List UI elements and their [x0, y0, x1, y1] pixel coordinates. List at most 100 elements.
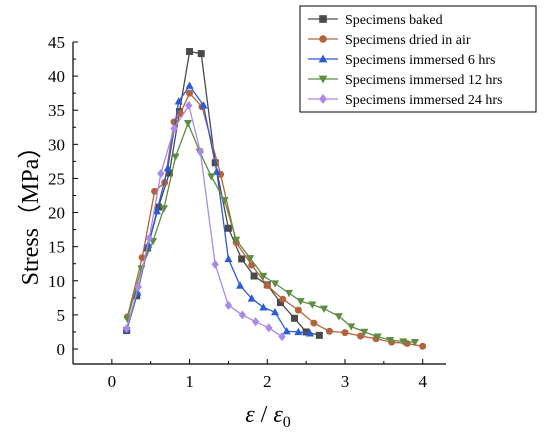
data-point	[247, 294, 256, 302]
data-point	[186, 48, 194, 56]
data-point	[220, 197, 229, 205]
legend: Specimens baked Specimens dried in air Spe…	[299, 5, 537, 113]
data-point	[294, 327, 303, 336]
legend-label: Specimens baked	[345, 13, 443, 28]
data-point	[122, 323, 131, 334]
data-point	[259, 272, 268, 281]
x-tick-label: 2	[263, 372, 272, 391]
data-point	[290, 314, 298, 322]
series-line	[126, 92, 423, 347]
x-axis-title-denominator: ε	[273, 402, 283, 428]
data-point	[259, 303, 268, 311]
data-point	[224, 224, 232, 232]
x-axis-title-numerator: ε	[245, 402, 255, 428]
data-point	[183, 120, 193, 128]
data-point	[145, 233, 153, 244]
y-tick-label: 10	[48, 272, 65, 291]
data-point	[310, 319, 318, 327]
data-point	[325, 327, 333, 335]
data-point	[271, 307, 280, 316]
series-4	[123, 120, 419, 347]
legend-label: Specimens immersed 12 hrs	[345, 73, 502, 88]
legend-entry: Specimens immersed 6 hrs	[308, 53, 495, 68]
data-point	[279, 295, 287, 303]
x-axis-title-separator: /	[255, 402, 274, 428]
data-point	[282, 327, 291, 335]
y-tick-label: 40	[48, 67, 65, 86]
legend-marker	[319, 35, 327, 43]
legend-marker	[319, 15, 327, 23]
x-tick-label: 0	[108, 372, 117, 391]
data-point	[185, 81, 194, 89]
data-point	[186, 89, 194, 97]
legend-marker	[318, 75, 328, 84]
legend-label: Specimens immersed 6 hrs	[345, 53, 495, 68]
data-point	[410, 339, 419, 347]
data-point	[196, 147, 205, 157]
data-point	[238, 310, 247, 320]
data-point	[285, 289, 294, 298]
y-tick-label: 15	[48, 238, 65, 257]
data-point	[134, 282, 142, 292]
series-line	[125, 103, 283, 338]
data-point	[373, 333, 382, 341]
axis-ticks	[72, 41, 424, 364]
data-point	[302, 328, 310, 336]
y-tick-label: 35	[48, 101, 65, 120]
data-point	[399, 338, 408, 346]
y-tick-label: 0	[57, 340, 66, 359]
data-point	[246, 255, 255, 263]
x-axis-title: ε / ε0	[245, 402, 291, 431]
data-point	[334, 313, 343, 321]
legend-entry: Specimens immersed 12 hrs	[308, 73, 502, 88]
data-point	[296, 298, 305, 306]
data-point	[294, 306, 302, 314]
x-axis-title-subscript: 0	[283, 414, 291, 431]
data-point	[232, 236, 241, 245]
data-point	[211, 259, 219, 269]
data-point	[199, 101, 208, 109]
legend-entry: Specimens baked	[308, 13, 443, 28]
series-line	[126, 121, 415, 343]
legend-marker	[318, 54, 328, 63]
data-point	[170, 124, 178, 134]
data-point	[238, 255, 246, 263]
data-point	[419, 342, 427, 350]
data-point	[151, 187, 159, 195]
data-point	[251, 317, 260, 327]
data-point	[386, 336, 395, 345]
data-point	[185, 100, 193, 110]
series-layer	[122, 48, 427, 350]
data-point	[250, 272, 258, 280]
legend-marker	[319, 94, 327, 104]
data-point	[174, 97, 183, 105]
data-point	[360, 328, 369, 337]
legend-label: Specimens dried in air	[345, 33, 471, 48]
tick-labels: 0 5 10 15 20 25 30 35 40 45 0 1 2 3 4	[48, 33, 427, 391]
data-point	[224, 254, 233, 263]
data-point	[276, 299, 284, 307]
data-point	[152, 206, 161, 215]
y-tick-label: 20	[48, 204, 65, 223]
data-point	[165, 169, 173, 177]
y-tick-label: 5	[57, 306, 66, 325]
data-point	[357, 332, 365, 340]
data-point	[265, 323, 273, 333]
series-5	[122, 100, 286, 342]
data-point	[341, 329, 349, 337]
y-axis-title: Stress（MPa）	[18, 135, 44, 286]
data-point	[278, 332, 286, 342]
data-point	[305, 329, 315, 337]
legend-entry: Specimens dried in air	[308, 33, 471, 48]
data-point	[263, 282, 271, 290]
y-tick-label: 25	[48, 169, 65, 188]
data-point	[315, 331, 323, 339]
data-point	[271, 280, 280, 288]
x-tick-label: 4	[418, 372, 427, 391]
data-point	[319, 305, 329, 313]
legend-box	[299, 5, 537, 113]
data-point	[212, 167, 221, 175]
data-point	[159, 205, 168, 213]
data-point	[236, 281, 245, 289]
